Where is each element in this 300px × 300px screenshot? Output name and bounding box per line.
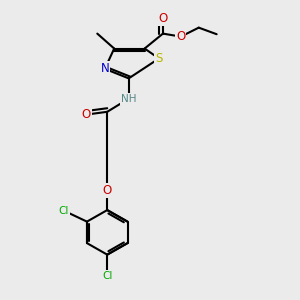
Text: NH: NH [121, 94, 136, 104]
Text: N: N [100, 62, 109, 75]
Text: S: S [155, 52, 163, 65]
Text: O: O [176, 30, 185, 43]
Text: Cl: Cl [59, 206, 69, 216]
Text: O: O [103, 184, 112, 197]
Text: O: O [82, 108, 91, 121]
Text: O: O [158, 12, 168, 25]
Text: Cl: Cl [102, 271, 112, 281]
